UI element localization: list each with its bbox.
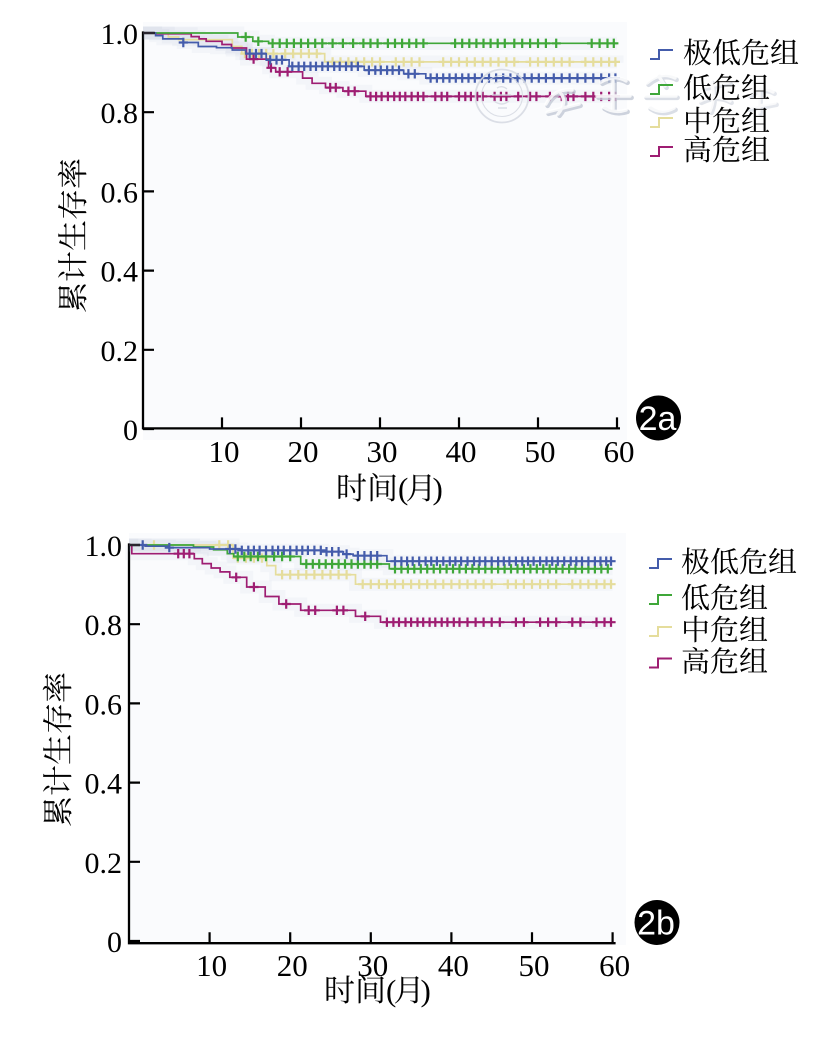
svg-text:20: 20 bbox=[288, 434, 319, 469]
svg-text:1.0: 1.0 bbox=[85, 530, 123, 563]
svg-text:2a: 2a bbox=[639, 400, 677, 438]
svg-text:(: ( bbox=[386, 973, 396, 1008]
svg-text:40: 40 bbox=[446, 434, 477, 469]
svg-text:60: 60 bbox=[599, 948, 630, 983]
svg-text:30: 30 bbox=[367, 434, 398, 469]
svg-text:60: 60 bbox=[604, 434, 635, 469]
svg-text:0.8: 0.8 bbox=[85, 609, 123, 642]
svg-text:): ) bbox=[421, 973, 431, 1008]
svg-text:0: 0 bbox=[107, 926, 122, 959]
svg-text:1.0: 1.0 bbox=[101, 18, 139, 51]
svg-text:0.2: 0.2 bbox=[85, 847, 123, 880]
svg-text:0.4: 0.4 bbox=[85, 768, 123, 801]
svg-text:50: 50 bbox=[519, 948, 550, 983]
svg-text:0: 0 bbox=[123, 414, 138, 447]
svg-text:0.4: 0.4 bbox=[101, 256, 139, 289]
svg-text:0.8: 0.8 bbox=[101, 97, 139, 130]
svg-text:0.2: 0.2 bbox=[101, 335, 139, 368]
svg-text:20: 20 bbox=[277, 948, 308, 983]
svg-text:): ) bbox=[433, 471, 443, 506]
svg-text:10: 10 bbox=[196, 948, 227, 983]
svg-text:0.6: 0.6 bbox=[101, 176, 139, 209]
svg-text:10: 10 bbox=[209, 434, 240, 469]
svg-text:40: 40 bbox=[438, 948, 469, 983]
svg-text:2b: 2b bbox=[637, 905, 675, 943]
svg-text:50: 50 bbox=[525, 434, 556, 469]
svg-text:(: ( bbox=[398, 471, 408, 506]
svg-text:0.6: 0.6 bbox=[85, 688, 123, 721]
